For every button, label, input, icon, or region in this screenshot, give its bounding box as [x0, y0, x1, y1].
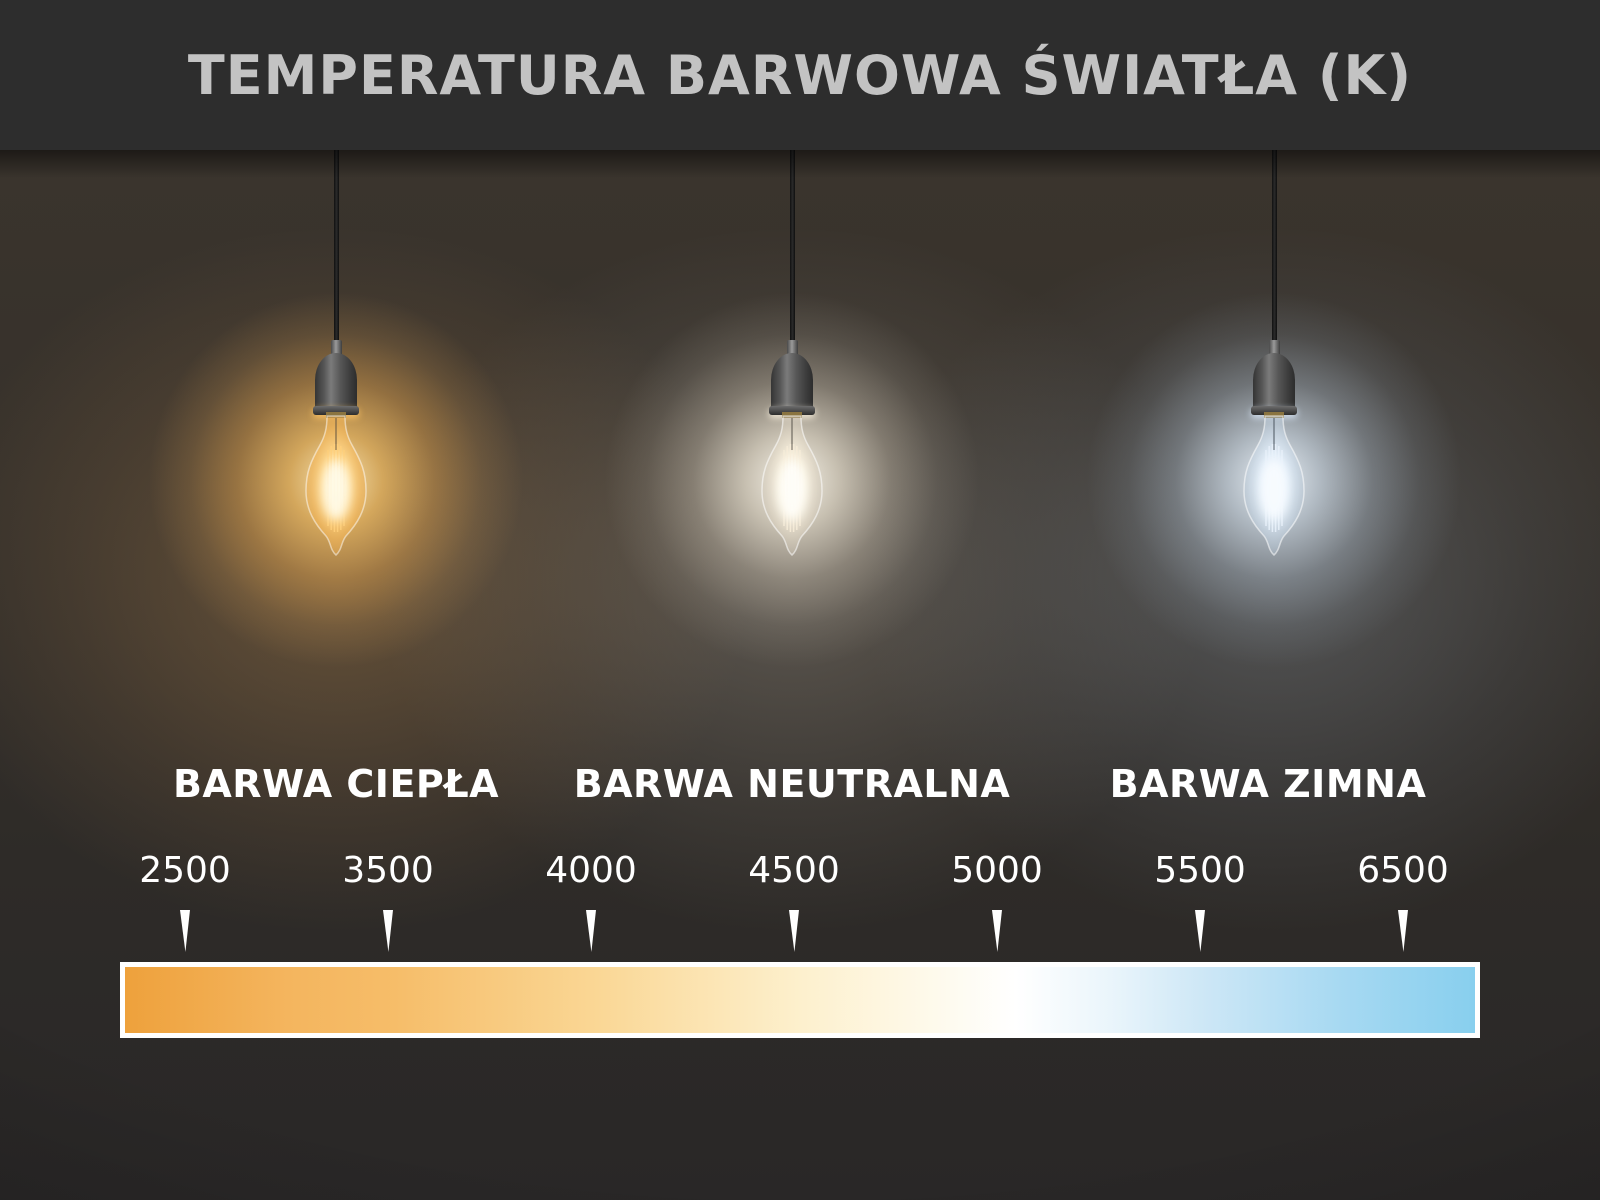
edison-bulb-cold-icon: [1243, 412, 1305, 556]
lamp-socket: [771, 353, 813, 411]
socket-rim: [1251, 406, 1297, 415]
section-label-neutral: BARWA NEUTRALNA: [573, 762, 1011, 806]
background-wall: BARWA CIEPŁA BARWA NEUTRALNA BARWA ZIMNA…: [0, 90, 1600, 1200]
tick-label: 5000: [951, 850, 1043, 891]
tick-pointer-icon: [180, 910, 190, 952]
tick-pointer-icon: [1398, 910, 1408, 952]
page-title: TEMPERATURA BARWOWA ŚWIATŁA (K): [187, 43, 1413, 107]
cord-ferrule: [1269, 340, 1280, 356]
tick-label: 6500: [1357, 850, 1449, 891]
edison-bulb-warm-icon: [305, 412, 367, 556]
cord-ferrule: [331, 340, 342, 356]
lamp-cord: [1272, 150, 1277, 346]
lamp-socket: [1253, 353, 1295, 411]
tick-label: 2500: [139, 850, 231, 891]
tick-label: 4000: [545, 850, 637, 891]
edison-bulb-neutral-icon: [761, 412, 823, 556]
lamp-cord: [334, 150, 339, 346]
header-band: TEMPERATURA BARWOWA ŚWIATŁA (K): [0, 0, 1600, 150]
lamp-socket: [315, 353, 357, 411]
lamp-cord: [790, 150, 795, 346]
tick-label: 5500: [1154, 850, 1246, 891]
socket-rim: [769, 406, 815, 415]
tick-label: 3500: [342, 850, 434, 891]
temperature-gradient-fill: [125, 967, 1475, 1033]
tick-label: 4500: [748, 850, 840, 891]
tick-pointer-icon: [789, 910, 799, 952]
tick-pointer-icon: [1195, 910, 1205, 952]
tick-pointer-icon: [383, 910, 393, 952]
section-label-cold: BARWA ZIMNA: [1109, 762, 1427, 806]
tick-pointer-icon: [586, 910, 596, 952]
socket-rim: [313, 406, 359, 415]
temperature-gradient-bar: [120, 962, 1480, 1038]
tick-pointer-icon: [992, 910, 1002, 952]
section-label-warm: BARWA CIEPŁA: [172, 762, 500, 806]
cord-ferrule: [787, 340, 798, 356]
